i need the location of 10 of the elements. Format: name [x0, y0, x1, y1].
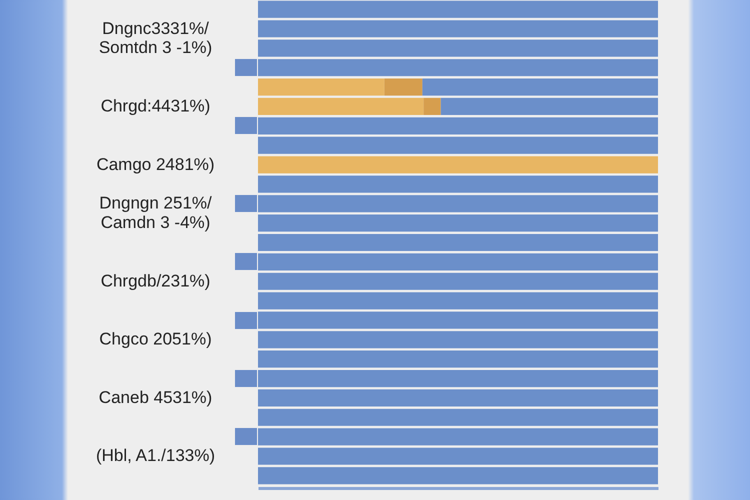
y-tick-label: Somtdn 3 -1%) [98, 38, 212, 58]
y-tick-label: Dngnc3331%/ [102, 18, 210, 38]
y-tick-label: (Hbl, A1./133%) [96, 446, 216, 466]
y-tick-label: Chrgd:4431%) [100, 96, 210, 116]
y-tick-label: Dngngn 251%/ [99, 194, 212, 213]
y-tick-label: Chgco 2051%) [99, 330, 212, 349]
y-tick-label: Camdn 3 -4%) [100, 213, 210, 232]
y-tick-label: Caneb 4531%) [98, 388, 212, 407]
y-tick-label: Camgo 2481%) [96, 154, 215, 174]
y-tick-label: Chrgdb/231%) [100, 271, 210, 290]
